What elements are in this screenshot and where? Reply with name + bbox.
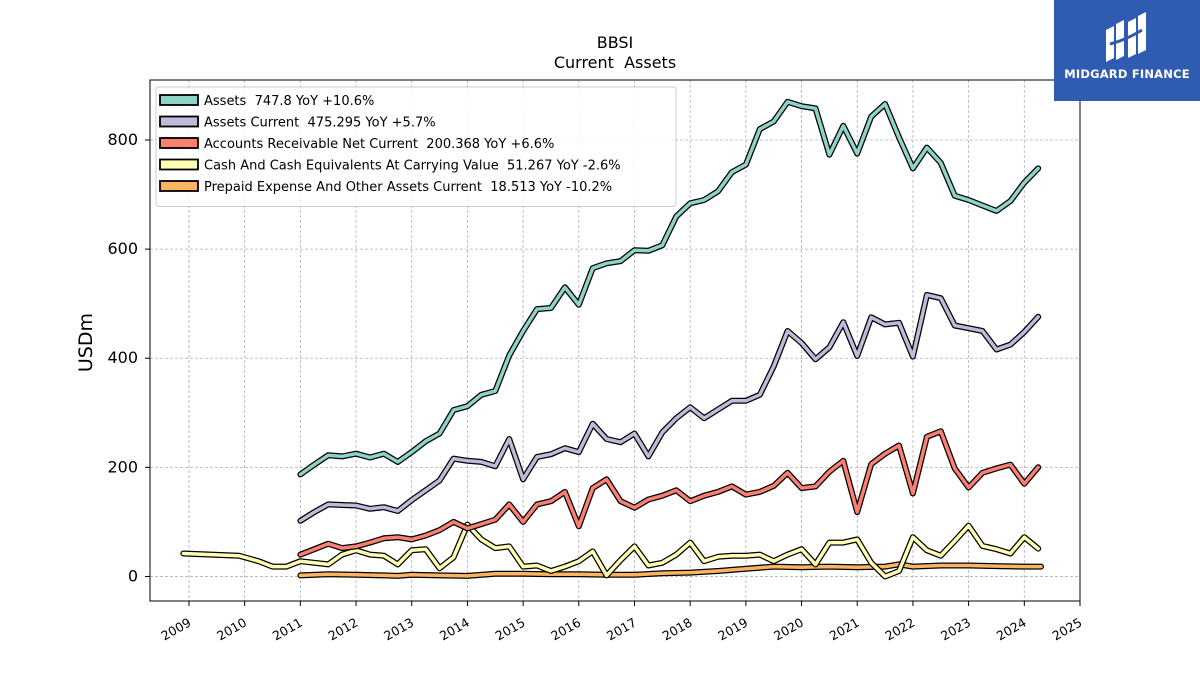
x-tick-label: 2024 (994, 615, 1029, 644)
series-line-fill (181, 522, 1040, 579)
x-tick-label: 2009 (158, 615, 193, 644)
series-line-fill (298, 562, 1043, 578)
y-tick-label: 400 (107, 348, 138, 367)
legend-label: Assets 747.8 YoY +10.6% (204, 94, 374, 109)
series-line-outline (297, 291, 1042, 524)
y-tick-label: 800 (107, 130, 138, 149)
x-tick-label: 2011 (270, 615, 305, 644)
y-tick-label: 200 (107, 457, 138, 476)
series-line (297, 291, 1042, 524)
brand-logo: MIDGARD FINANCE (1054, 0, 1200, 101)
legend-swatch (159, 180, 199, 192)
legend-swatch (159, 115, 199, 128)
x-tick-label: 2025 (1049, 615, 1084, 644)
series-line (297, 561, 1044, 579)
chart-title: BBSI (597, 33, 634, 52)
series-line (297, 98, 1042, 478)
legend-swatch (159, 94, 199, 106)
x-tick-label: 2021 (827, 615, 862, 644)
brand-name: MIDGARD FINANCE (1064, 67, 1190, 81)
midgard-logo-icon (1106, 12, 1146, 62)
legend-swatch (159, 137, 199, 149)
legend-label: Cash And Cash Equivalents At Carrying Va… (204, 159, 621, 174)
legend-box (155, 86, 677, 207)
x-tick-label: 2015 (493, 615, 528, 644)
y-tick-label: 0 (128, 566, 138, 585)
x-tick-label: 2020 (771, 615, 806, 644)
series-line (297, 428, 1042, 558)
y-tick-label: 600 (107, 239, 138, 258)
series-line (180, 521, 1042, 580)
x-tick-label: 2019 (715, 615, 750, 644)
legend-label: Prepaid Expense And Other Assets Current… (204, 180, 612, 195)
x-tick-label: 2010 (214, 615, 249, 644)
series-layer (180, 98, 1044, 580)
x-tick-label: 2014 (437, 615, 472, 644)
x-tick-label: 2016 (548, 615, 583, 644)
x-tick-label: 2022 (882, 615, 917, 644)
x-tick-label: 2017 (604, 615, 639, 644)
x-tick-label: 2012 (325, 615, 360, 644)
axes-frame (149, 79, 1081, 602)
chart-subtitle: Current Assets (554, 53, 676, 72)
legend-label: Assets Current 475.295 YoY +5.7% (204, 116, 436, 131)
series-line-fill (298, 293, 1040, 523)
legend: Assets 747.8 YoY +10.6% Assets Current 47… (155, 86, 677, 207)
x-tick-label: 2013 (381, 615, 416, 644)
series-line-fill (298, 100, 1040, 477)
y-axis-label: USDm (75, 313, 97, 372)
legend-swatch (159, 158, 199, 171)
x-tick-label: 2023 (938, 615, 973, 644)
series-line-fill (298, 429, 1040, 557)
x-tick-label: 2018 (660, 615, 695, 644)
legend-label: Accounts Receivable Net Current 200.368 … (204, 137, 554, 152)
